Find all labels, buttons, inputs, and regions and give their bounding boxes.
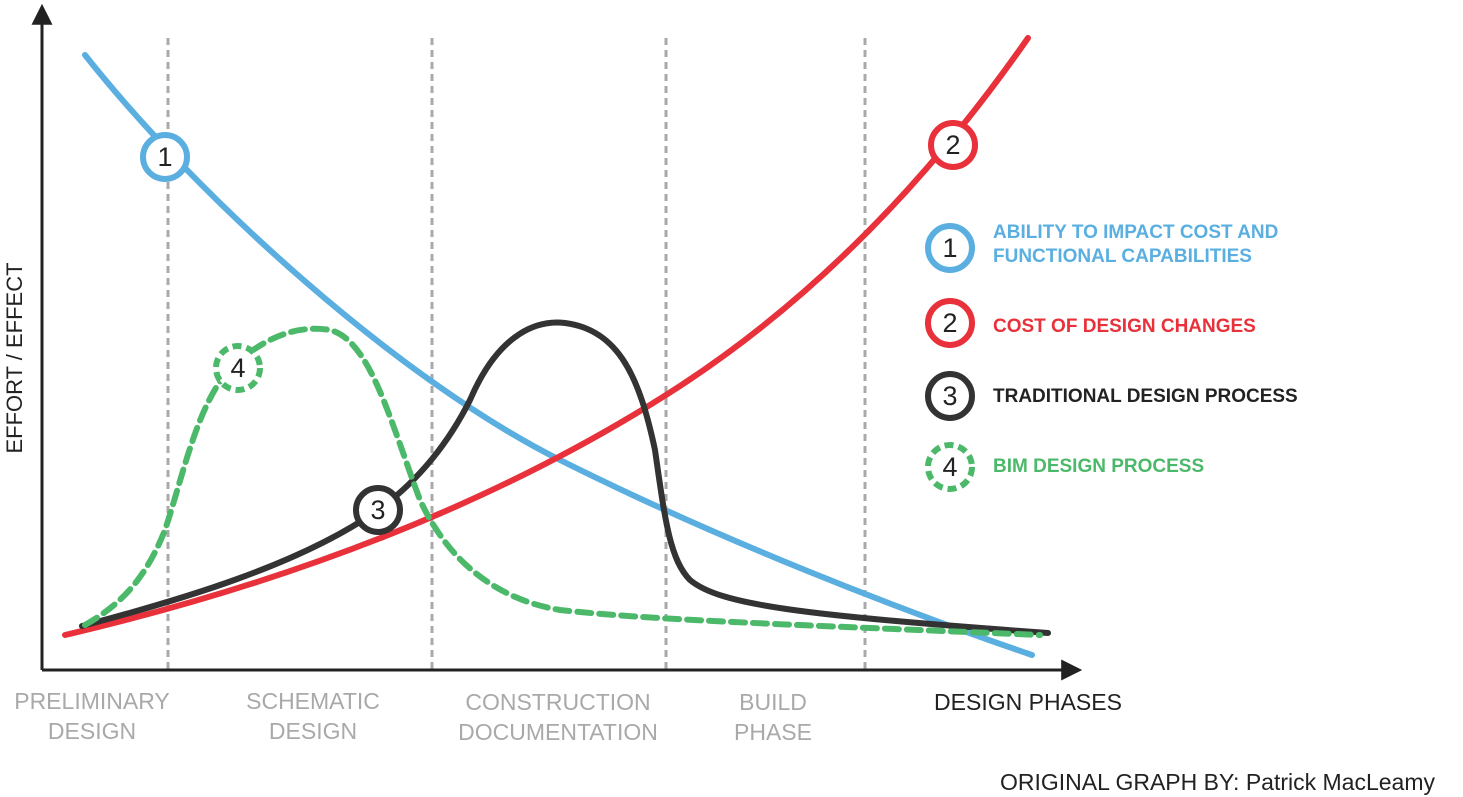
legend-number: 1 (942, 233, 957, 263)
phase-label: SCHEMATIC (246, 688, 380, 714)
legend-label: ABILITY TO IMPACT COST AND (993, 222, 1278, 243)
legend-label: TRADITIONAL DESIGN PROCESS (993, 386, 1298, 407)
curve-number: 1 (157, 142, 172, 172)
phase-label: DESIGN (48, 718, 136, 744)
curve-bim (82, 325, 1043, 638)
curve-marker (928, 120, 978, 170)
legend-number: 2 (942, 308, 957, 338)
legend-label: COST OF DESIGN CHANGES (993, 316, 1256, 337)
x-axis-label: DESIGN PHASES (934, 689, 1122, 715)
legend-marker (925, 371, 975, 421)
legend-marker (925, 223, 975, 273)
curve-number: 3 (370, 495, 385, 525)
legend-marker (925, 442, 975, 492)
legend-number: 4 (942, 452, 957, 482)
credit: ORIGINAL GRAPH BY: Patrick MacLeamy (1000, 769, 1435, 795)
legend-label: FUNCTIONAL CAPABILITIES (993, 246, 1252, 267)
curve-number: 2 (945, 130, 960, 160)
phase-label: DOCUMENTATION (458, 719, 658, 745)
curve-marker (353, 485, 403, 535)
legend-label: BIM DESIGN PROCESS (993, 456, 1204, 477)
curve-marker (213, 343, 263, 393)
phase-label: DESIGN (269, 718, 357, 744)
y-axis-label: EFFORT / EFFECT (2, 262, 27, 453)
phase-label: BUILD (739, 689, 807, 715)
phase-label: CONSTRUCTION (465, 689, 650, 715)
legend-marker (925, 298, 975, 348)
curve-traditional (79, 319, 1051, 636)
legend-number: 3 (942, 381, 957, 411)
curve-cost (62, 35, 1031, 638)
curve-number: 4 (230, 353, 245, 383)
phase-label: PHASE (734, 719, 812, 745)
curve-marker (140, 132, 190, 182)
phase-label: PRELIMINARY (14, 688, 170, 714)
curve-ability (82, 52, 1035, 658)
